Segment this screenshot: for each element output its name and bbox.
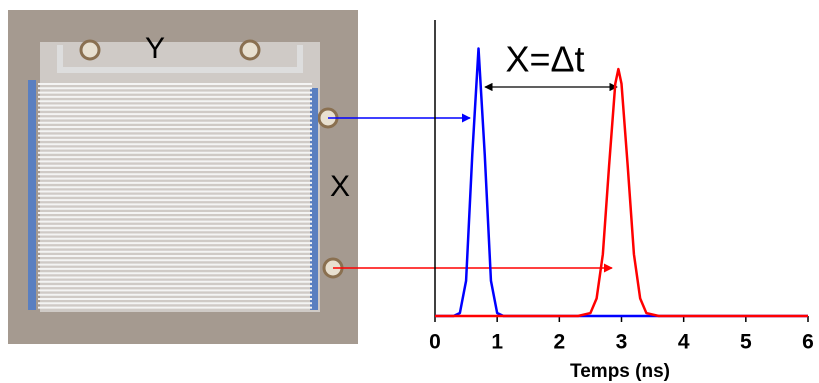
x-tick-label: 3 (616, 331, 628, 354)
board (40, 42, 320, 312)
trace (57, 45, 303, 73)
x-tick-label: 1 (491, 331, 503, 354)
edge-strip (310, 88, 318, 310)
annotation: X=Δt (505, 39, 584, 80)
x-tick-label: 6 (802, 331, 814, 354)
x-tick-label: 2 (553, 331, 565, 354)
x-tick-label: 5 (740, 331, 752, 354)
x-tick-label: 4 (678, 331, 690, 354)
pad (239, 39, 261, 61)
photo-label: X (330, 170, 350, 203)
x-tick-label: 0 (429, 331, 441, 354)
x-axis-label: Temps (ns) (570, 361, 670, 382)
photo-label: Y (145, 32, 165, 65)
pad (79, 39, 101, 61)
series-line (435, 67, 808, 318)
edge-strip (28, 80, 36, 310)
photo (8, 10, 358, 344)
wires (38, 83, 312, 309)
series-line (435, 47, 808, 318)
